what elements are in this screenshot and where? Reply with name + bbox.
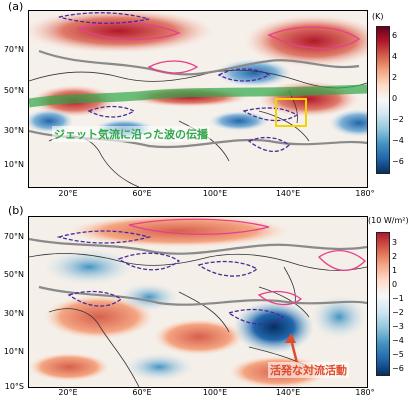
zero-contour: [29, 237, 367, 306]
x-tick: 180°: [355, 388, 375, 397]
colorbar-tick: −3: [392, 322, 404, 331]
colorbar-tick: −4: [392, 336, 404, 345]
panel-b-label: (b): [8, 204, 24, 217]
panel-a-field: [29, 11, 367, 187]
colorbar-b: [376, 232, 390, 376]
y-tick: 50°N: [3, 270, 24, 279]
convection-annotation: 活発な対流活動: [268, 362, 349, 378]
colorbar-tick: 2: [392, 252, 398, 261]
colorbar-tick: 0: [392, 94, 398, 103]
x-tick: 140°E: [275, 388, 301, 397]
panel-a-map: [28, 10, 368, 188]
cool-anomaly: [124, 353, 194, 381]
x-tick: 20°E: [58, 388, 78, 397]
x-tick: 60°E: [132, 189, 152, 198]
convection-arrowhead: [285, 333, 296, 343]
x-tick: 60°E: [132, 388, 152, 397]
positive-contour: [128, 218, 366, 306]
colorbar-tick: 6: [392, 31, 398, 40]
colorbar-tick: −5: [392, 350, 404, 359]
colorbar-tick: 3: [392, 238, 398, 247]
colorbar-tick: −2: [392, 115, 404, 124]
cool-anomaly: [311, 295, 367, 339]
colorbar-tick: 0: [392, 280, 398, 289]
focus-box: [275, 98, 307, 127]
colorbar-tick: 2: [392, 73, 398, 82]
y-tick: 70°N: [3, 232, 24, 241]
y-tick: 30°N: [3, 309, 24, 318]
colorbar-unit: (10 W/m²): [368, 216, 409, 225]
y-tick: 10°N: [3, 160, 24, 169]
jet-stream-annotation: ジェット気流に沿った波の伝播: [52, 126, 210, 142]
negative-contour: [56, 230, 285, 325]
warm-anomaly: [29, 353, 109, 381]
warm-anomaly: [69, 217, 289, 247]
x-tick: 100°E: [202, 388, 228, 397]
y-tick: 30°N: [3, 126, 24, 135]
cool-anomaly: [44, 249, 134, 285]
y-tick: 10°N: [3, 347, 24, 356]
colorbar-unit: (K): [372, 12, 384, 21]
cool-anomaly: [329, 109, 367, 137]
colorbar-tick: 4: [392, 52, 398, 61]
warm-anomaly: [154, 319, 244, 355]
cool-anomaly: [209, 111, 269, 131]
colorbar-tick: 1: [392, 266, 398, 275]
y-tick: 70°N: [3, 45, 24, 54]
colorbar-tick: −1: [392, 294, 404, 303]
x-tick: 20°E: [58, 189, 78, 198]
y-tick: 10°S: [4, 382, 24, 391]
jet-stream-arrow: [29, 84, 367, 108]
x-tick: 100°E: [202, 189, 228, 198]
y-tick: 50°N: [3, 86, 24, 95]
coastline: [29, 253, 367, 387]
warm-anomaly: [29, 11, 214, 53]
x-tick: 180°: [355, 189, 375, 198]
warm-anomaly: [244, 15, 367, 67]
colorbar-tick: −6: [392, 364, 404, 373]
positive-contour: [77, 21, 361, 74]
colorbar-a: [376, 26, 390, 174]
panel-a-label: (a): [8, 0, 24, 13]
colorbar-tick: −2: [392, 308, 404, 317]
x-tick: 140°E: [275, 189, 301, 198]
negative-contour: [58, 12, 299, 152]
colorbar-tick: −6: [392, 157, 404, 166]
panel-b-map: [28, 216, 368, 388]
colorbar-tick: −4: [392, 136, 404, 145]
